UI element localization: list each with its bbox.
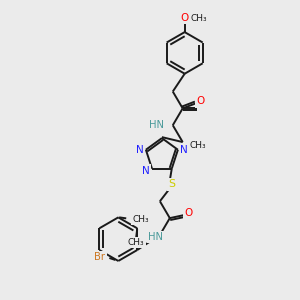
Text: N: N	[180, 145, 188, 155]
Text: N: N	[136, 145, 144, 155]
Text: O: O	[196, 97, 205, 106]
Text: N: N	[142, 166, 150, 176]
Text: S: S	[168, 179, 175, 189]
Text: O: O	[181, 13, 189, 23]
Text: CH₃: CH₃	[190, 14, 207, 23]
Text: CH₃: CH₃	[132, 215, 149, 224]
Text: Br: Br	[94, 252, 105, 262]
Text: O: O	[184, 208, 193, 218]
Text: HN: HN	[149, 120, 164, 130]
Text: CH₃: CH₃	[189, 141, 206, 150]
Text: CH₃: CH₃	[128, 238, 145, 247]
Text: HN: HN	[148, 232, 164, 242]
